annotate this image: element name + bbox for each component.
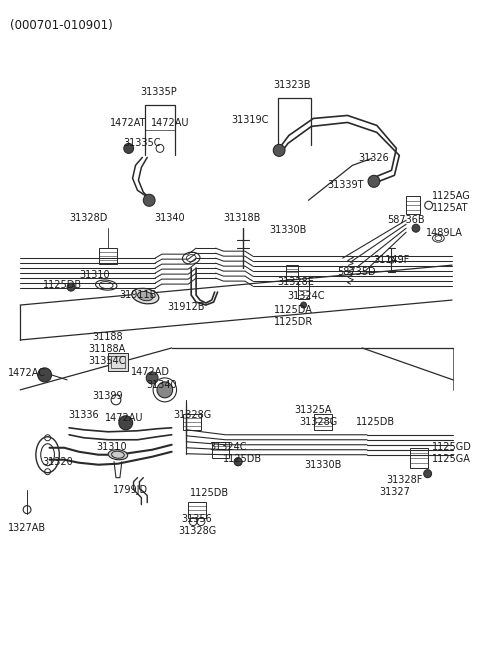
Text: 31354C: 31354C — [88, 356, 126, 366]
Circle shape — [273, 144, 285, 157]
Text: 1472AU: 1472AU — [105, 413, 143, 423]
Circle shape — [424, 470, 432, 477]
Text: 31188A: 31188A — [89, 344, 126, 354]
Text: 31328E: 31328E — [277, 277, 314, 287]
Text: 31356: 31356 — [182, 514, 213, 523]
Circle shape — [119, 416, 132, 430]
Circle shape — [234, 458, 242, 466]
Text: 31328G: 31328G — [178, 525, 216, 536]
Text: 1125DR: 1125DR — [274, 317, 313, 327]
Circle shape — [300, 302, 307, 308]
Text: 31323B: 31323B — [273, 79, 311, 90]
Text: 31330B: 31330B — [304, 460, 342, 470]
Bar — [314, 414, 332, 430]
Text: 58736B: 58736B — [387, 215, 425, 225]
Circle shape — [368, 176, 380, 187]
Text: 31911B: 31911B — [120, 290, 157, 300]
Circle shape — [412, 224, 420, 233]
Bar — [108, 353, 128, 371]
Text: 31326: 31326 — [359, 153, 389, 163]
Text: 31339T: 31339T — [327, 180, 364, 191]
Circle shape — [234, 458, 242, 466]
Ellipse shape — [138, 291, 153, 301]
Circle shape — [124, 143, 133, 153]
Text: 31330B: 31330B — [269, 225, 307, 235]
Text: 1125GD: 1125GD — [432, 441, 471, 452]
Text: 31149F: 31149F — [373, 255, 409, 265]
Text: 31325A: 31325A — [295, 405, 332, 415]
Bar — [212, 441, 229, 458]
Text: (000701-010901): (000701-010901) — [11, 18, 113, 31]
Text: 1125DB: 1125DB — [223, 454, 263, 464]
Text: 31324C: 31324C — [210, 441, 247, 452]
Text: 31912B: 31912B — [168, 302, 205, 312]
Text: 31336: 31336 — [69, 410, 99, 420]
Circle shape — [38, 368, 51, 382]
Text: 31328G: 31328G — [173, 410, 211, 420]
Text: 31335C: 31335C — [124, 138, 161, 149]
Circle shape — [67, 283, 75, 291]
Bar — [298, 281, 310, 299]
Text: 31327: 31327 — [379, 487, 410, 496]
Ellipse shape — [132, 288, 159, 304]
Text: 31320: 31320 — [42, 457, 73, 467]
Circle shape — [157, 382, 173, 398]
Text: 31328F: 31328F — [386, 475, 422, 485]
Circle shape — [146, 372, 158, 384]
Bar — [111, 356, 125, 368]
Text: 1125DB: 1125DB — [190, 488, 229, 498]
Text: 31328G: 31328G — [299, 417, 337, 427]
Text: 1125DA: 1125DA — [275, 305, 313, 315]
Text: 1489LA: 1489LA — [426, 228, 463, 238]
Text: 31310: 31310 — [79, 270, 110, 280]
Text: 58735D: 58735D — [337, 267, 376, 277]
Bar — [406, 196, 420, 214]
Text: 1799JD: 1799JD — [113, 485, 148, 495]
Text: 1472AC: 1472AC — [8, 368, 46, 378]
Text: 1125DB: 1125DB — [356, 417, 396, 427]
Text: 1472AD: 1472AD — [131, 367, 169, 377]
Bar — [410, 448, 428, 468]
Text: 31310: 31310 — [97, 441, 127, 452]
Text: 31324C: 31324C — [288, 291, 325, 301]
Text: 1125GA: 1125GA — [432, 454, 470, 464]
Text: 31319C: 31319C — [231, 115, 268, 126]
Text: 1125AT: 1125AT — [432, 203, 468, 214]
Text: 31328D: 31328D — [70, 214, 108, 223]
Text: 1472AT: 1472AT — [110, 119, 147, 128]
Text: 31188: 31188 — [92, 332, 122, 342]
Text: 1327AB: 1327AB — [8, 523, 46, 533]
Text: 1472AU: 1472AU — [152, 119, 190, 128]
Bar — [188, 502, 206, 517]
Text: 31399: 31399 — [92, 391, 122, 401]
Ellipse shape — [108, 450, 128, 460]
Text: 1125AG: 1125AG — [432, 191, 470, 201]
Text: 31340: 31340 — [155, 214, 185, 223]
Circle shape — [144, 195, 155, 206]
Text: 31340: 31340 — [146, 380, 177, 390]
Text: 31318B: 31318B — [223, 214, 261, 223]
Bar — [286, 265, 298, 279]
Text: 1125DB: 1125DB — [43, 280, 82, 290]
Bar — [99, 248, 117, 264]
Text: 31335P: 31335P — [141, 88, 177, 98]
Bar — [183, 414, 201, 430]
